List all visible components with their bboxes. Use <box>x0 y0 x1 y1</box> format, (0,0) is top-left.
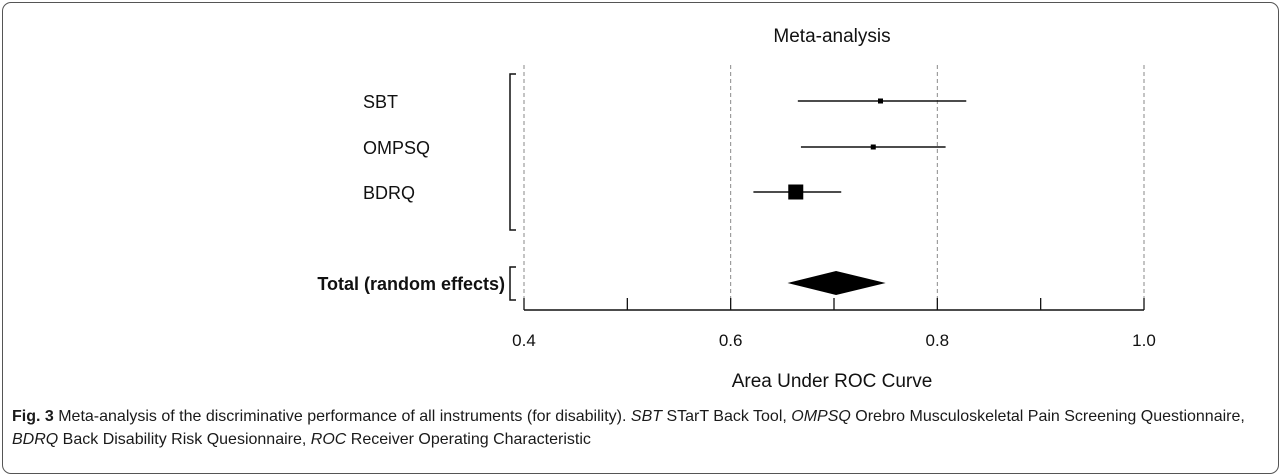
caption-segment: Meta-analysis of the discriminative perf… <box>53 408 631 425</box>
point-estimate <box>878 98 883 104</box>
caption-segment: STarT Back Tool, <box>662 408 792 425</box>
point-estimate <box>870 144 876 150</box>
studies-bracket <box>509 73 516 231</box>
study-label: SBT <box>363 92 398 112</box>
x-axis-label: Area Under ROC Curve <box>732 371 933 392</box>
point-estimate <box>788 184 804 200</box>
caption-segment: Back Disability Risk Quesionnaire, <box>58 431 311 448</box>
chart-title: Meta-analysis <box>773 26 890 47</box>
pooled-diamond <box>787 271 886 295</box>
x-tick-label: 0.8 <box>926 331 950 350</box>
study-label: OMPSQ <box>363 138 430 158</box>
caption-abbreviation: ROC <box>310 431 347 448</box>
caption-segment: Orebro Musculoskeletal Pain Screening Qu… <box>850 408 1245 425</box>
caption-abbreviation: SBT <box>630 408 663 425</box>
study-label: BDRQ <box>363 183 415 203</box>
figure-number: Fig. 3 <box>12 408 54 425</box>
forest-plot: Meta-analysis SBT OMPSQ BDRQ Total (random e… <box>317 26 1156 392</box>
caption-abbreviation: OMPSQ <box>791 408 851 425</box>
x-tick-label: 1.0 <box>1132 331 1156 350</box>
x-tick-label: 0.4 <box>512 331 536 350</box>
pooled-label: Total (random effects) <box>317 274 505 294</box>
x-tick-label: 0.6 <box>719 331 743 350</box>
figure-caption: Fig. 3 Meta-analysis of the discriminati… <box>12 405 1274 451</box>
caption-abbreviation: BDRQ <box>12 431 59 448</box>
pooled-bracket <box>509 266 516 301</box>
caption-text: Meta-analysis of the discriminative perf… <box>12 408 1245 448</box>
caption-segment: Receiver Operating Characteristic <box>346 431 591 448</box>
